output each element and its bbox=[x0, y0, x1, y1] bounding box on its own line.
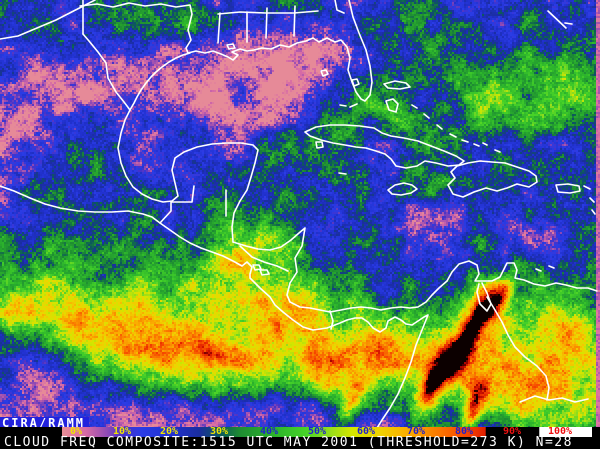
colorbar: 0% 10% 20% 30% 40% 50% 60% 70% 80% 90% 100% bbox=[0, 426, 600, 437]
colorbar-label: 60% bbox=[357, 426, 376, 437]
cloud-frequency-map bbox=[0, 0, 600, 438]
caption-text: CLOUD FREQ COMPOSITE:1515 UTC MAY 2001 (… bbox=[4, 435, 573, 449]
colorbar-label: 90% bbox=[503, 426, 522, 437]
colorbar-label: 70% bbox=[407, 426, 426, 437]
colorbar-gradient bbox=[62, 427, 592, 437]
colorbar-label: 50% bbox=[308, 426, 327, 437]
colorbar-label: 40% bbox=[260, 426, 279, 437]
colorbar-label: 30% bbox=[210, 426, 229, 437]
caption-bar: CLOUD FREQ COMPOSITE:1515 UTC MAY 2001 (… bbox=[0, 435, 600, 449]
colorbar-label: 10% bbox=[113, 426, 132, 437]
colorbar-label: 0% bbox=[70, 426, 83, 437]
colorbar-label: 80% bbox=[455, 426, 474, 437]
colorbar-label: 20% bbox=[160, 426, 179, 437]
cira-ramm-watermark: CIRA/RAMM bbox=[0, 417, 90, 429]
colorbar-label: 100% bbox=[548, 426, 573, 437]
